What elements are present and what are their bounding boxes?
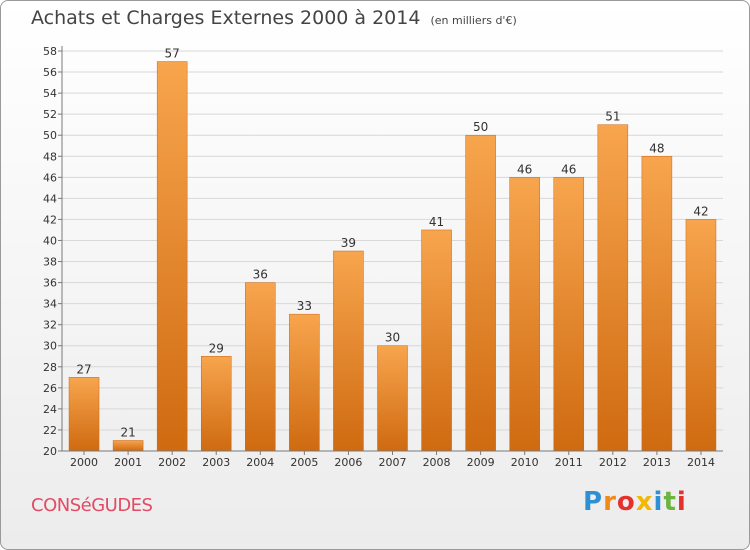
data-label: 57 [165,47,180,61]
y-tick-label: 30 [43,340,57,353]
y-tick-label: 44 [43,192,57,205]
logo-letter: t [663,487,677,517]
x-tick-label: 2008 [423,456,451,469]
y-tick-label: 22 [43,424,57,437]
logo-letter: P [583,487,604,517]
y-tick-label: 42 [43,213,57,226]
chart-title-text: Achats et Charges Externes 2000 à 2014 [31,7,421,29]
y-tick-label: 56 [43,66,57,79]
data-label: 46 [561,162,576,176]
bar [685,219,717,452]
bar [289,313,320,452]
x-tick-label: 2000 [70,456,98,469]
x-tick-label: 2012 [599,456,627,469]
y-tick-label: 58 [43,45,57,58]
logo-letter: o [616,487,636,517]
bar [553,177,585,452]
data-label: 33 [297,299,312,313]
bar [421,229,452,452]
y-tick-label: 52 [43,108,57,121]
logo-letter: i [653,487,664,517]
y-tick-label: 32 [43,319,57,332]
y-tick-label: 28 [43,361,57,374]
y-tick-label: 20 [43,445,57,458]
data-label: 39 [341,236,356,250]
y-axis-tick-labels: 20 22 24 26 28 30 32 34 36 38 40 42 44 46 48 50 52 54 56 58 [43,45,57,458]
data-label: 46 [517,162,532,176]
y-tick-label: 36 [43,277,57,290]
x-tick-label: 2010 [511,456,539,469]
x-tick-label: 2013 [643,456,671,469]
y-tick-label: 34 [43,298,57,311]
bar [68,377,100,452]
logo-letter: x [635,487,654,517]
data-label: 48 [649,141,664,155]
x-tick-label: 2006 [334,456,362,469]
logo-letter: r [603,487,617,517]
bar [597,124,629,452]
x-tick-label: 2001 [114,456,142,469]
y-tick-label: 26 [43,382,57,395]
y-tick-label: 54 [43,87,57,100]
data-label: 51 [605,110,620,124]
bar [156,61,188,452]
bar [333,250,364,452]
x-tick-label: 2014 [687,456,715,469]
bar [200,356,232,452]
y-tick-label: 48 [43,150,57,163]
x-tick-label: 2003 [202,456,230,469]
bar [245,282,276,452]
axes [61,46,723,452]
x-tick-label: 2011 [555,456,583,469]
data-label: 30 [385,331,400,345]
x-tick-label: 2007 [379,456,407,469]
bar [377,345,408,452]
commune-name: CONSéGUDES [31,495,153,516]
data-label: 50 [473,120,488,134]
proxiti-logo[interactable]: Proxiti [583,487,687,517]
data-labels: 27 21 57 29 36 33 39 30 41 50 46 46 51 48 42 [76,47,708,440]
bar [509,177,540,452]
data-label: 21 [120,425,135,439]
bar [465,134,496,452]
chart-title: Achats et Charges Externes 2000 à 2014 (e… [31,7,517,29]
y-tick-label: 40 [43,234,57,247]
data-label: 42 [693,204,708,218]
data-label: 29 [209,341,224,355]
data-label: 27 [76,362,91,376]
x-tick-label: 2005 [290,456,318,469]
x-tick-label: 2009 [467,456,495,469]
chart-subtitle: (en milliers d'€) [430,14,517,27]
data-label: 36 [253,268,268,282]
bar [641,156,673,452]
x-axis-tick-labels: 2000 2001 2002 2003 2004 2005 2006 2007 2008 2009… [70,451,715,469]
bars [68,61,717,452]
data-label: 41 [429,215,444,229]
bar [112,440,144,452]
y-tick-label: 38 [43,256,57,269]
y-tick-label: 50 [43,129,57,142]
x-tick-label: 2004 [246,456,274,469]
y-tick-label: 46 [43,171,57,184]
y-tick-label: 24 [43,403,57,416]
logo-letter: i [676,487,687,517]
x-tick-label: 2002 [158,456,186,469]
